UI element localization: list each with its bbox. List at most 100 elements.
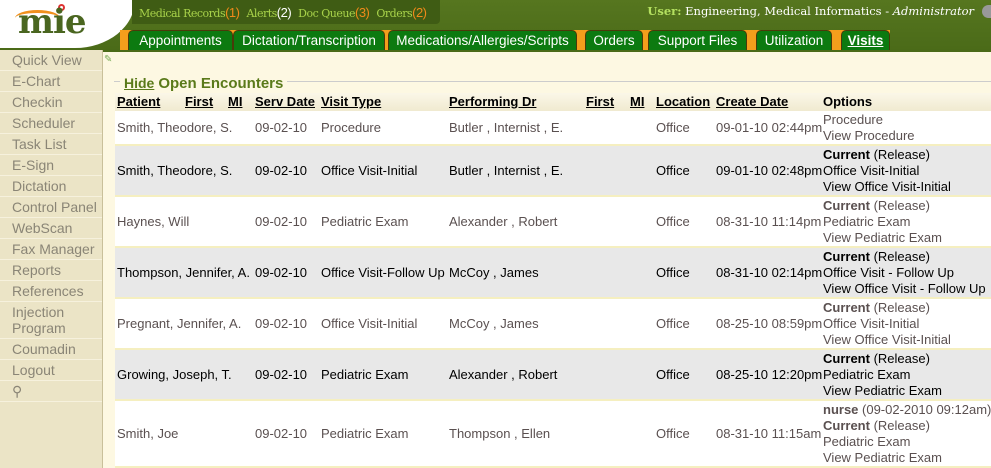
column-header-first[interactable]: First (185, 94, 214, 109)
sidebar-item-quick-view[interactable]: Quick View (0, 50, 102, 71)
tab-support-files[interactable]: Support Files (648, 30, 747, 50)
option-link[interactable]: View Pediatric Exam (823, 450, 991, 466)
option-link[interactable]: Procedure (823, 112, 915, 128)
topnav-label: Doc Queue (298, 7, 355, 20)
cell-created: 09-01-10 02:48pm (716, 162, 823, 178)
sidebar-item-e-sign[interactable]: E-Sign (0, 155, 102, 176)
option-link[interactable]: Current (Release) (823, 300, 951, 316)
sidebar-item-checkin[interactable]: Checkin (0, 92, 102, 113)
column-header-serv-date[interactable]: Serv Date (255, 94, 315, 109)
options-cell: Current (Release) Pediatric Exam View Pedi… (823, 198, 942, 246)
sidebar-item-logout[interactable]: Logout (0, 360, 102, 381)
cell-type: Office Visit-Initial (321, 162, 418, 178)
sidebar-item-e-chart[interactable]: E-Chart (0, 71, 102, 92)
option-status: Current (823, 198, 870, 213)
options-cell: nurse (09-02-2010 09:12am) Current (Relea… (823, 402, 991, 466)
option-link[interactable]: View Pediatric Exam (823, 230, 942, 246)
option-text: Pediatric Exam (823, 367, 911, 382)
sidebar-item-references[interactable]: References (0, 281, 102, 302)
help-icon[interactable]: ⚲ (0, 381, 102, 402)
option-text: (Release) (869, 351, 930, 366)
option-link[interactable]: Office Visit-Initial (823, 316, 951, 332)
column-header-mi[interactable]: MI (228, 94, 243, 109)
option-text: (Release) (869, 300, 930, 315)
sidebar-item-task-list[interactable]: Task List (0, 134, 102, 155)
section-header: Hide Open Encounters (120, 75, 288, 92)
option-link[interactable]: View Office Visit - Follow Up (823, 281, 986, 297)
option-link[interactable]: Pediatric Exam (823, 434, 991, 450)
sidebar-item-scheduler[interactable]: Scheduler (0, 113, 102, 134)
tab-appointments[interactable]: Appointments (128, 30, 233, 50)
options-cell: Current (Release) Pediatric Exam View Pedi… (823, 351, 942, 399)
table-row[interactable]: Pregnant, Jennifer, A. 09-02-10 Office Vis… (115, 299, 991, 350)
option-link[interactable]: Current (Release) (823, 249, 986, 265)
cell-patient: Pregnant, Jennifer, A. (117, 315, 242, 331)
table-row[interactable]: Smith, Theodore, S. 09-02-10 Procedure Butl… (115, 111, 991, 146)
edit-icon[interactable]: ✎ (104, 54, 113, 65)
column-header-create-date[interactable]: Create Date (716, 94, 789, 109)
option-link[interactable]: View Office Visit-Initial (823, 179, 951, 195)
option-link[interactable]: Current (Release) (823, 351, 942, 367)
column-header-visit-type[interactable]: Visit Type (321, 94, 382, 109)
option-link[interactable]: Office Visit - Follow Up (823, 265, 986, 281)
cell-loc: Office (656, 119, 690, 135)
option-link[interactable]: Current (Release) (823, 418, 991, 434)
sidebar-item-webscan[interactable]: WebScan (0, 218, 102, 239)
tab-orders[interactable]: Orders (585, 30, 643, 50)
column-header-patient[interactable]: Patient (117, 94, 161, 109)
cell-dr: Alexander , Robert (449, 213, 558, 229)
column-header-performing-dr[interactable]: Performing Dr (449, 94, 537, 109)
option-link[interactable]: nurse (09-02-2010 09:12am) (823, 402, 991, 418)
sidebar-item-dictation[interactable]: Dictation (0, 176, 102, 197)
table-row[interactable]: Haynes, Will 09-02-10 Pediatric Exam Alexan… (115, 197, 991, 248)
topnav-medical-records[interactable]: Medical Records(1) (139, 5, 240, 20)
option-link[interactable]: Pediatric Exam (823, 214, 942, 230)
option-link[interactable]: View Pediatric Exam (823, 383, 942, 399)
topnav-label: Orders (376, 7, 413, 20)
sidebar-item-coumadin[interactable]: Coumadin (0, 339, 102, 360)
topnav-orders[interactable]: Orders(2) (376, 5, 427, 20)
option-text: (Release) (869, 249, 930, 264)
option-text: View Pediatric Exam (823, 383, 942, 398)
sidebar-item-control-panel[interactable]: Control Panel (0, 197, 102, 218)
option-link[interactable]: Office Visit-Initial (823, 163, 951, 179)
cell-patient: Smith, Joe (117, 425, 179, 441)
column-header-first[interactable]: First (586, 94, 615, 109)
table-row[interactable]: Smith, Joe 09-02-10 Pediatric Exam Thompson… (115, 401, 991, 468)
globe-icon[interactable] (982, 5, 991, 18)
table-row[interactable]: Smith, Theodore, S. 09-02-10 Office Visit-… (115, 146, 991, 197)
tab-utilization[interactable]: Utilization (756, 30, 832, 50)
sidebar-item-injection-program[interactable]: Injection Program (0, 302, 102, 339)
option-text: View Pediatric Exam (823, 230, 942, 245)
cell-type: Procedure (321, 119, 381, 135)
top-nav: Medical Records(1) Alerts(2) Doc Queue(3) O… (132, 0, 440, 24)
table-header: Patient First MI Serv Date Visit Type Perform… (115, 93, 991, 111)
cell-created: 08-31-10 11:15am (716, 425, 822, 441)
option-link[interactable]: View Office Visit-Initial (823, 332, 951, 348)
sidebar-item-fax-manager[interactable]: Fax Manager (0, 239, 102, 260)
option-link[interactable]: Pediatric Exam (823, 367, 942, 383)
mie-logo[interactable]: mie (0, 0, 135, 48)
topnav-alerts[interactable]: Alerts(2) (246, 5, 291, 20)
option-text: View Office Visit-Initial (823, 332, 951, 347)
option-link[interactable]: Current (Release) (823, 198, 942, 214)
cell-type: Pediatric Exam (321, 366, 409, 382)
cell-type: Pediatric Exam (321, 425, 409, 441)
topnav-doc-queue[interactable]: Doc Queue(3) (298, 5, 370, 20)
option-link[interactable]: View Procedure (823, 128, 915, 144)
option-link[interactable]: Current (Release) (823, 147, 951, 163)
hide-link[interactable]: Hide (124, 75, 155, 91)
tab-medications-allergies-scripts[interactable]: Medications/Allergies/Scripts (388, 30, 577, 50)
column-header-mi[interactable]: MI (630, 94, 645, 109)
table-row[interactable]: Thompson, Jennifer, A. 09-02-10 Office Vis… (115, 248, 991, 299)
cell-dr: Thompson , Ellen (449, 425, 551, 441)
topnav-count: (2) (412, 5, 427, 20)
option-text: View Office Visit - Follow Up (823, 281, 986, 296)
cell-patient: Haynes, Will (117, 213, 190, 229)
option-text: Office Visit-Initial (823, 316, 920, 331)
tab-visits[interactable]: Visits (841, 30, 890, 50)
tab-dictation-transcription[interactable]: Dictation/Transcription (233, 30, 385, 50)
sidebar-item-reports[interactable]: Reports (0, 260, 102, 281)
table-row[interactable]: Growing, Joseph, T. 09-02-10 Pediatric Exa… (115, 350, 991, 401)
column-header-location[interactable]: Location (656, 94, 711, 109)
